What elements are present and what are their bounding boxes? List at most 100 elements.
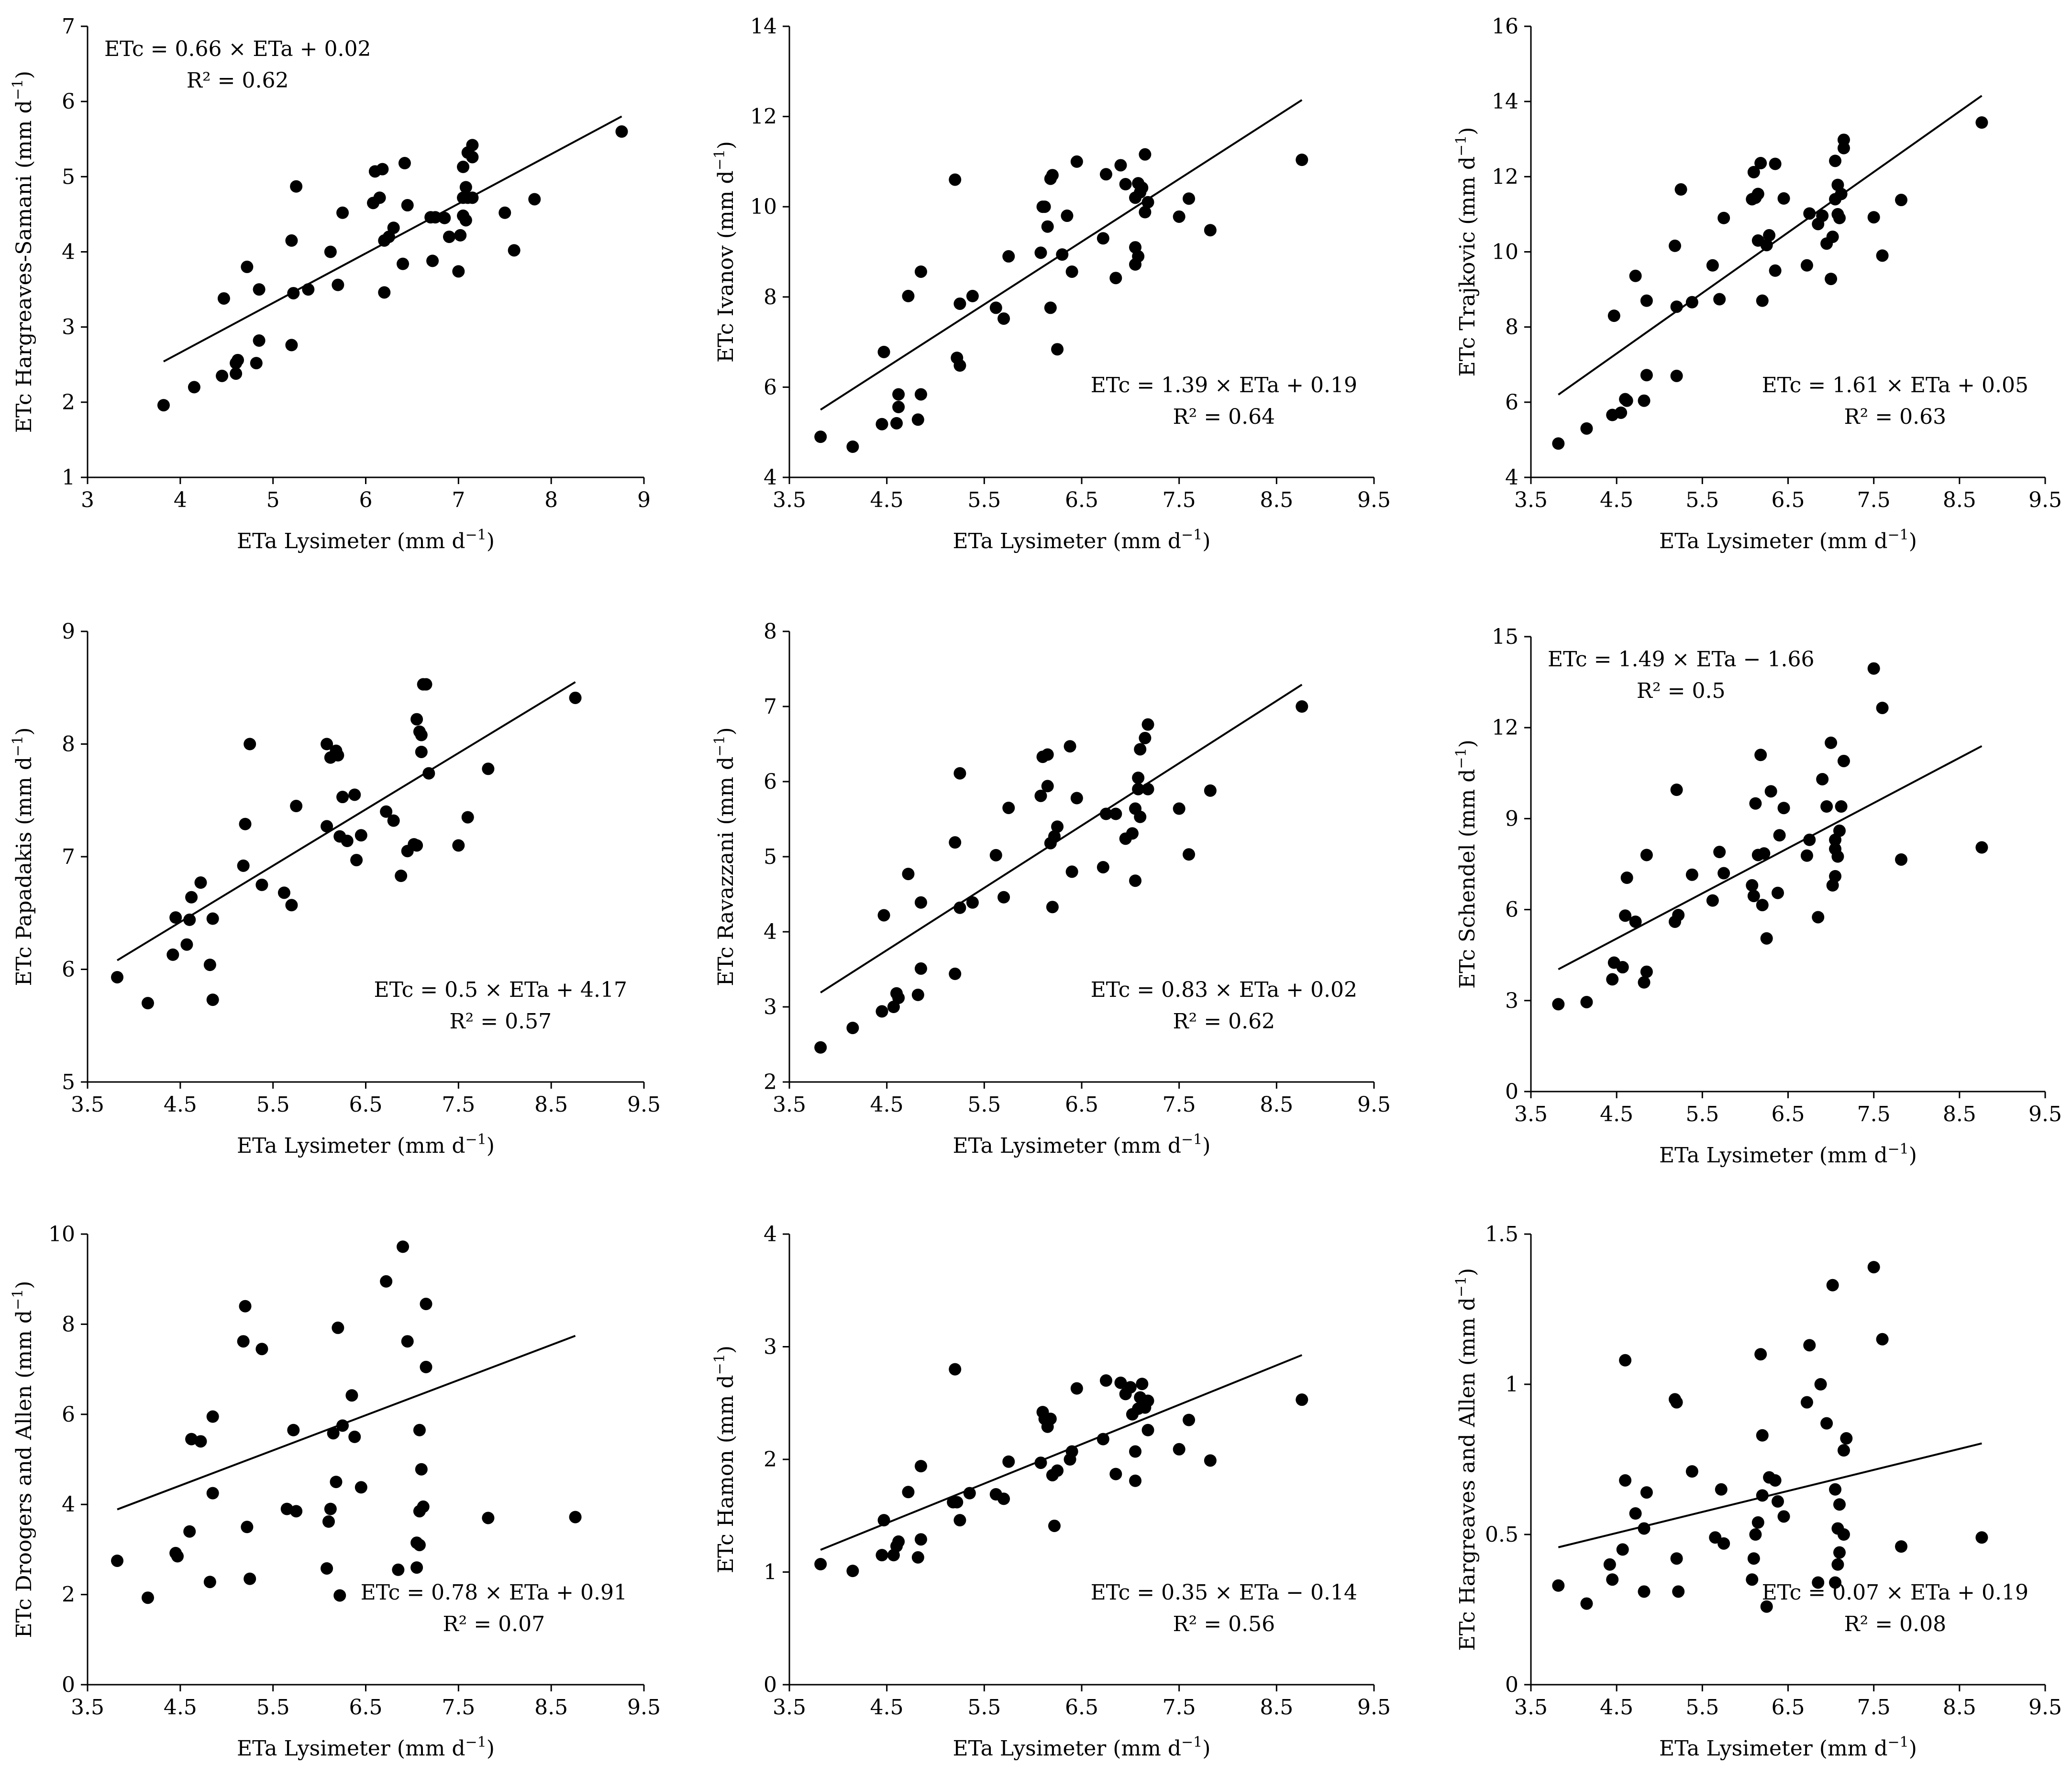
x-tick-label: 9.5 [1357, 488, 1391, 512]
x-tick-label: 6.5 [1065, 1695, 1098, 1720]
data-point [1756, 899, 1769, 912]
data-point [949, 967, 962, 980]
x-tick-label: 7 [452, 488, 465, 512]
data-point [1835, 800, 1848, 813]
data-point [194, 876, 207, 889]
y-axis-label-text: ETc Schendel (mm d [1455, 769, 1480, 989]
y-tick-label: 12 [750, 105, 777, 129]
data-point [1640, 965, 1653, 978]
data-point [345, 1389, 358, 1402]
y-axis-label-sup: −1 [10, 1289, 26, 1310]
y-tick-label: 4 [764, 465, 777, 490]
data-point [1061, 210, 1074, 222]
x-tick-label: 6.5 [349, 1093, 383, 1117]
data-point [1640, 369, 1653, 382]
data-point [1706, 259, 1719, 272]
x-tick-label: 5.5 [256, 1695, 290, 1720]
data-point [1141, 196, 1154, 209]
data-point [569, 691, 582, 704]
data-point [206, 1487, 219, 1500]
x-tick-label: 4.5 [1600, 1695, 1633, 1720]
data-point [902, 1486, 915, 1499]
y-tick-label: 0 [1505, 1080, 1518, 1104]
data-point [914, 265, 927, 278]
x-axis-label-sup: −1 [1888, 1141, 1909, 1158]
y-tick-label: 15 [1492, 625, 1518, 649]
data-point [169, 911, 182, 924]
data-point [321, 1562, 333, 1575]
data-point [1044, 301, 1057, 314]
data-point [1097, 232, 1109, 245]
data-point [1034, 1457, 1047, 1469]
data-point [875, 418, 888, 430]
x-tick-label: 3.5 [1514, 1102, 1548, 1126]
data-point [911, 413, 924, 426]
data-point [443, 231, 455, 243]
y-tick-label: 8 [764, 619, 777, 644]
data-point [336, 206, 349, 219]
data-point [429, 211, 442, 224]
data-point [814, 1041, 827, 1054]
x-axis-label-text: ETa Lysimeter (mm d [953, 1134, 1182, 1158]
data-point [350, 854, 363, 867]
data-point [1975, 1531, 1988, 1544]
data-point [1620, 872, 1633, 884]
data-point [949, 836, 962, 849]
y-axis-label-tail: ) [714, 727, 738, 735]
y-axis-label-tail: ) [12, 1281, 36, 1289]
x-tick-label: 7.5 [1163, 1695, 1196, 1720]
data-point [875, 1005, 888, 1018]
data-point [285, 339, 298, 352]
chart-panel-4: 3.5 4.5 5.5 6.5 7.5 8.5 9.5 5 6 7 8 9 ETa Lysimeter … [10, 619, 661, 1158]
data-point [1070, 792, 1083, 805]
data-point [1820, 800, 1833, 813]
data-point [1829, 155, 1842, 167]
data-point [949, 173, 962, 186]
data-point [376, 163, 389, 176]
data-point [1754, 157, 1767, 170]
data-point [1070, 155, 1083, 168]
x-axis-label-tail: ) [1909, 529, 1917, 553]
x-tick-label: 8.5 [534, 1695, 568, 1720]
data-point [953, 1514, 966, 1527]
y-tick-label: 8 [62, 1312, 75, 1336]
data-point [1669, 239, 1681, 252]
data-point [217, 292, 230, 305]
data-point [1760, 932, 1773, 945]
data-point [1638, 1522, 1651, 1535]
trend-line [820, 684, 1303, 993]
data-point [1670, 784, 1683, 796]
data-point [355, 1481, 367, 1494]
data-point [1760, 1600, 1773, 1613]
regression-equation: ETc = 1.39 × ETa + 0.19 [1091, 373, 1357, 397]
y-tick-label: 12 [1492, 165, 1518, 189]
data-point [321, 820, 333, 833]
data-point [1777, 192, 1790, 205]
data-point [230, 367, 243, 380]
data-point [1803, 833, 1816, 846]
data-point [615, 125, 628, 138]
x-tick-label: 8.5 [1260, 488, 1293, 512]
data-point [171, 1550, 184, 1563]
data-point [232, 353, 244, 366]
data-point [336, 1419, 349, 1432]
data-point [1580, 995, 1593, 1008]
trend-line [1558, 745, 1983, 971]
y-axis-label: ETc Hargreaves and Allen (mm d−1) [1453, 1268, 1480, 1651]
regression-equation: ETc = 0.07 × ETa + 0.19 [1762, 1580, 2028, 1605]
y-axis-label-text: ETc Hargreaves and Allen (mm d [1455, 1297, 1480, 1651]
data-point [1876, 701, 1889, 714]
data-point [244, 738, 256, 751]
y-tick-label: 0 [62, 1673, 75, 1697]
data-point [1749, 797, 1762, 810]
y-tick-label: 6 [62, 89, 75, 114]
y-axis-label: ETc Ravazzani (mm d−1) [711, 727, 738, 986]
data-point [1041, 780, 1054, 793]
data-point [1048, 830, 1061, 843]
chart-panel-6: 3.5 4.5 5.5 6.5 7.5 8.5 9.5 0 3 6 9 12 15 ETa Lysimet… [1453, 625, 2062, 1168]
data-point [1051, 343, 1064, 356]
data-point [1751, 1516, 1764, 1529]
y-axis-label: ETc Schendel (mm d−1) [1453, 739, 1480, 989]
x-tick-label: 5.5 [967, 1093, 1001, 1117]
data-point [892, 992, 905, 1004]
